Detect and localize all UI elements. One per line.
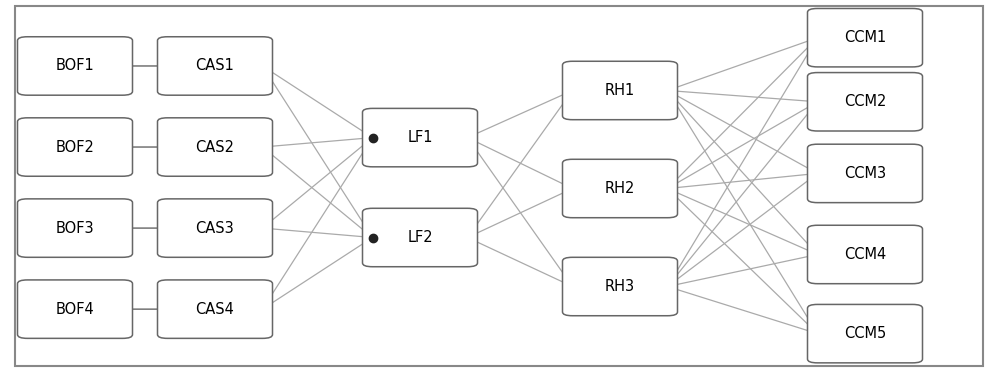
FancyBboxPatch shape <box>362 208 478 267</box>
Text: CAS2: CAS2 <box>196 139 234 155</box>
FancyBboxPatch shape <box>808 72 922 131</box>
Text: CCM2: CCM2 <box>844 94 886 109</box>
FancyBboxPatch shape <box>157 280 272 339</box>
FancyBboxPatch shape <box>562 61 678 120</box>
FancyBboxPatch shape <box>808 305 922 363</box>
Text: CAS3: CAS3 <box>196 221 234 236</box>
FancyBboxPatch shape <box>808 225 922 284</box>
FancyBboxPatch shape <box>362 109 478 167</box>
FancyBboxPatch shape <box>808 8 922 67</box>
Text: CCM4: CCM4 <box>844 247 886 262</box>
FancyBboxPatch shape <box>17 280 132 339</box>
FancyBboxPatch shape <box>157 118 272 176</box>
Text: RH1: RH1 <box>605 83 635 98</box>
Text: CAS4: CAS4 <box>196 302 234 317</box>
Text: BOF3: BOF3 <box>56 221 94 236</box>
FancyBboxPatch shape <box>808 144 922 203</box>
Text: BOF4: BOF4 <box>56 302 94 317</box>
Text: CCM5: CCM5 <box>844 326 886 341</box>
FancyBboxPatch shape <box>17 118 132 176</box>
Text: LF1: LF1 <box>407 130 433 145</box>
FancyBboxPatch shape <box>157 37 272 95</box>
Text: LF2: LF2 <box>407 230 433 245</box>
FancyBboxPatch shape <box>562 257 678 316</box>
FancyBboxPatch shape <box>17 37 132 95</box>
Text: CAS1: CAS1 <box>196 58 234 74</box>
FancyBboxPatch shape <box>562 159 678 218</box>
Text: CCM3: CCM3 <box>844 166 886 181</box>
Text: CCM1: CCM1 <box>844 30 886 45</box>
FancyBboxPatch shape <box>17 199 132 257</box>
FancyBboxPatch shape <box>157 199 272 257</box>
Text: RH3: RH3 <box>605 279 635 294</box>
Text: BOF2: BOF2 <box>56 139 94 155</box>
Text: RH2: RH2 <box>605 181 635 196</box>
Text: BOF1: BOF1 <box>56 58 94 74</box>
